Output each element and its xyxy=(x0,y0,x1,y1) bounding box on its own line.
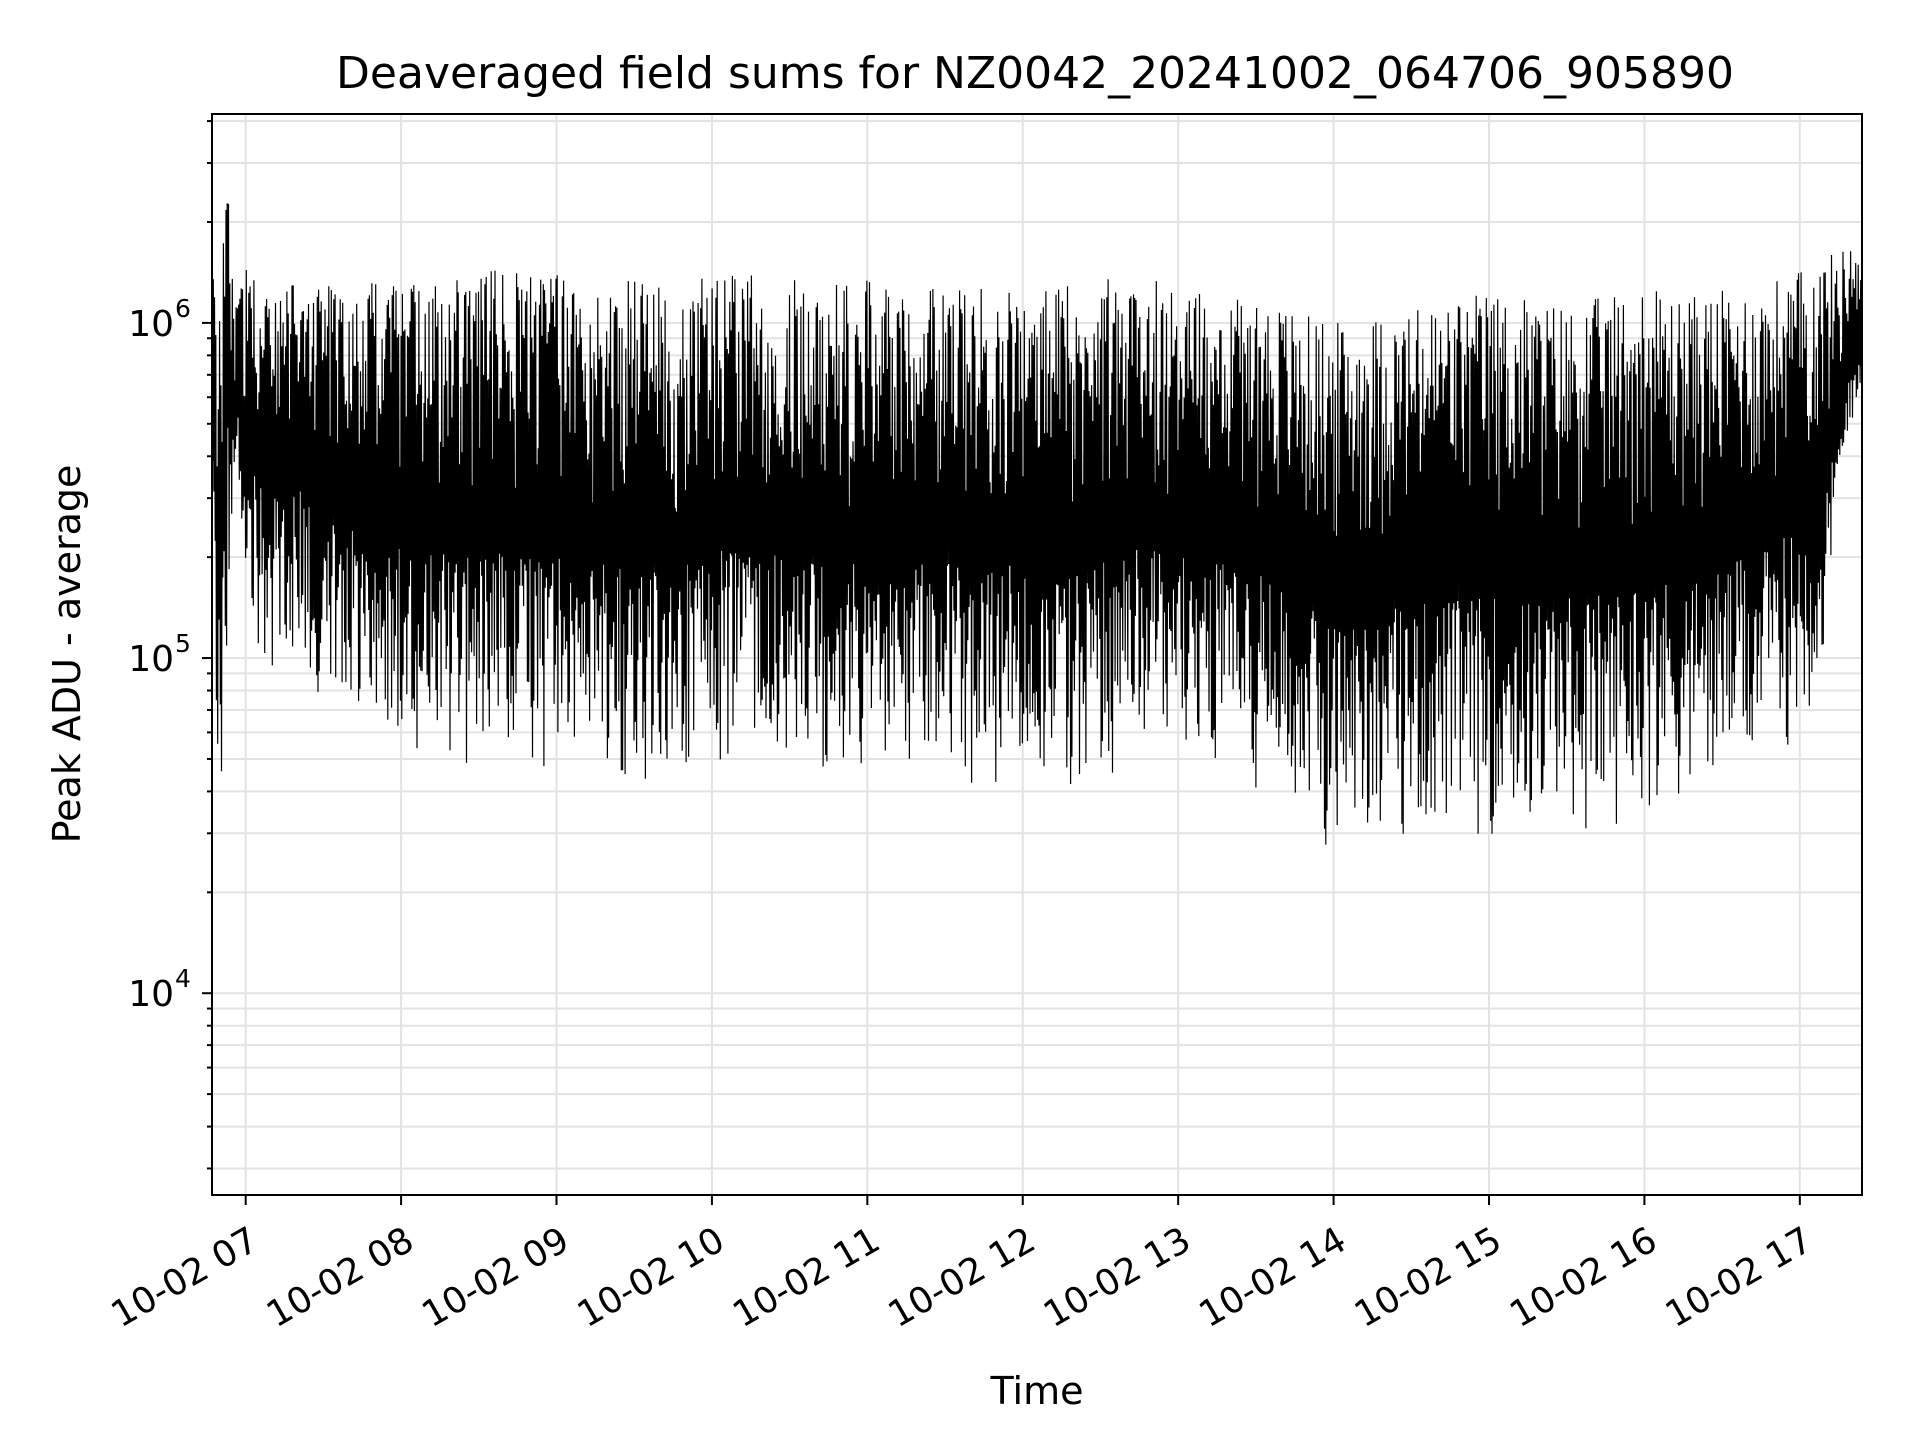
x-tick-label: 10-02 13 xyxy=(1037,1220,1198,1336)
y-tick-label: 10 4 xyxy=(128,964,191,1015)
x-tick-label: 10-02 07 xyxy=(105,1220,266,1336)
y-tick-label: 10 6 xyxy=(128,294,191,345)
x-tick-label: 10-02 08 xyxy=(260,1220,421,1336)
x-tick-label: 10-02 16 xyxy=(1503,1220,1664,1336)
y-tick-base: 10 xyxy=(128,974,174,1015)
y-tick-base: 10 xyxy=(128,304,174,345)
y-tick-label: 10 5 xyxy=(128,629,191,680)
x-tick-label: 10-02 12 xyxy=(882,1220,1043,1336)
x-tick-label: 10-02 14 xyxy=(1192,1220,1353,1336)
series-line xyxy=(211,203,1863,845)
x-tick-label: 10-02 09 xyxy=(415,1220,576,1336)
y-tick-exponent: 6 xyxy=(175,294,191,323)
tick-marks xyxy=(202,120,1801,1205)
plot-frame xyxy=(211,113,1863,1196)
chart-title: Deaveraged field sums for NZ0042_2024100… xyxy=(336,48,1734,99)
y-tick-exponent: 4 xyxy=(175,964,191,993)
y-axis-label: Peak ADU - average xyxy=(45,465,89,844)
x-tick-label: 10-02 10 xyxy=(571,1220,732,1336)
y-tick-exponent: 5 xyxy=(175,629,191,658)
x-tick-label: 10-02 17 xyxy=(1659,1220,1820,1336)
x-tick-label: 10-02 15 xyxy=(1348,1220,1509,1336)
y-tick-base: 10 xyxy=(128,639,174,680)
series-layer xyxy=(211,203,1863,845)
x-tick-label: 10-02 11 xyxy=(726,1220,887,1336)
x-axis-label: Time xyxy=(990,1369,1084,1413)
